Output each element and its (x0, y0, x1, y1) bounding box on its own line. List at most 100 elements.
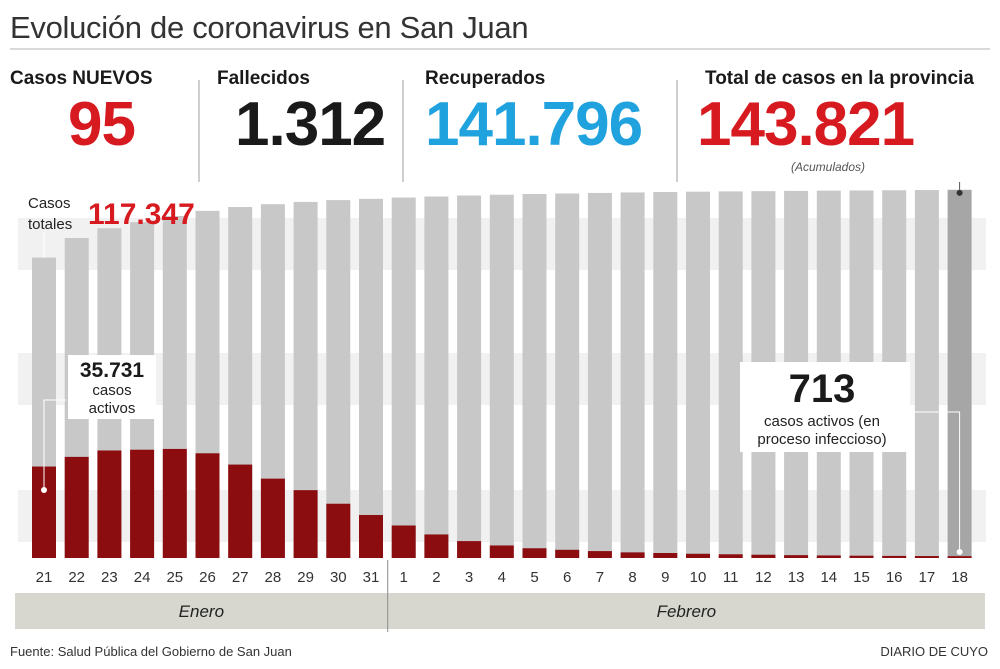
x-tick-label: 23 (101, 569, 118, 586)
bar-active (686, 553, 710, 558)
stat-total-label: Total de casos en la provincia (705, 68, 974, 89)
bar-active (64, 456, 89, 558)
x-tick-label: 16 (886, 569, 903, 586)
x-tick-label: 12 (755, 569, 772, 586)
bar-active (751, 554, 776, 558)
annotation-totales-value: 117.347 (88, 198, 195, 231)
bar-active (882, 555, 907, 558)
stat-fallecidos-value: 1.312 (235, 90, 386, 159)
x-tick-label: 5 (530, 569, 538, 586)
stat-divider (676, 80, 678, 182)
x-tick-label: 17 (919, 569, 936, 586)
x-tick-label: 29 (297, 569, 314, 586)
bar-active (522, 548, 547, 558)
annotation-activos-end-label: proceso infeccioso) (757, 431, 886, 448)
annotation-activos-start-label: activos (89, 400, 136, 417)
bar-active (97, 450, 122, 558)
month-band (15, 593, 985, 629)
page-title: Evolución de coronavirus en San Juan (10, 8, 990, 50)
stat-fallecidos: Fallecidos 1.312 (217, 68, 386, 160)
x-tick-label: 6 (563, 569, 571, 586)
x-tick-label: 14 (820, 569, 837, 586)
stat-divider (198, 80, 200, 182)
bar-active (784, 555, 809, 558)
bar-active (424, 534, 449, 558)
annotation-dot (956, 549, 963, 555)
stat-nuevos-value: 95 (68, 90, 136, 159)
x-tick-label: 24 (134, 569, 151, 586)
stat-total-value: 143.821 (697, 90, 915, 159)
bar-active (653, 553, 678, 558)
x-tick-label: 25 (166, 569, 183, 586)
x-tick-label: 27 (232, 569, 249, 586)
x-tick-label: 21 (36, 569, 53, 586)
bar-total (718, 191, 743, 558)
x-tick-label: 4 (498, 569, 506, 586)
x-tick-label: 2 (432, 569, 440, 586)
bar-active (718, 554, 743, 558)
x-tick-label: 9 (661, 569, 669, 586)
stat-recuperados: Recuperados 141.796 (425, 68, 643, 160)
bar-total (489, 194, 514, 558)
stat-total: Total de casos en la provincia 143.821 (… (697, 68, 974, 174)
bar-total (522, 193, 547, 558)
footer-brand: DIARIO DE CUYO (880, 644, 988, 659)
x-tick-label: 1 (400, 569, 408, 586)
annotation-totales-label: Casos (28, 195, 71, 212)
bar-active (816, 555, 841, 558)
x-tick-label: 28 (265, 569, 282, 586)
bar-total (914, 190, 939, 558)
month-label-enero: Enero (179, 602, 224, 621)
bar-active (293, 490, 318, 558)
x-tick-label: 13 (788, 569, 805, 586)
x-tick-label: 8 (628, 569, 636, 586)
bar-active (359, 514, 383, 558)
bar-active (489, 545, 514, 558)
stat-total-note: (Acumulados) (790, 160, 865, 174)
bar-active (947, 556, 972, 558)
x-tick-label: 26 (199, 569, 216, 586)
bar-total (653, 192, 678, 558)
annotation-activos-end-label: casos activos (en (764, 413, 880, 430)
stat-fallecidos-label: Fallecidos (217, 68, 310, 89)
x-tick-label: 18 (951, 569, 968, 586)
annotation-activos-start-value: 35.731 (80, 359, 145, 382)
bar-total (424, 196, 449, 558)
bar-total (686, 191, 710, 558)
bar-active (130, 449, 155, 558)
annotation-box (740, 362, 910, 452)
annotation-leader (912, 411, 961, 552)
x-tick-label: 10 (690, 569, 707, 586)
bar-total (391, 197, 416, 558)
bar-active (260, 478, 285, 558)
bar-total (555, 193, 580, 558)
bar-total (457, 195, 482, 558)
annotation-box (68, 355, 156, 419)
bar-active (457, 541, 482, 558)
stat-nuevos: Casos NUEVOS 95 (10, 68, 153, 160)
annotation-activos-start-label: casos (92, 382, 131, 399)
bar-active (620, 552, 645, 558)
x-tick-label: 7 (596, 569, 604, 586)
bar-total (620, 192, 645, 558)
annotation-activos-end-value: 713 (789, 367, 856, 411)
bar-total (359, 198, 383, 558)
bar-active (914, 556, 939, 558)
bar-active (326, 503, 351, 558)
x-tick-label: 11 (723, 569, 739, 586)
x-tick-label: 3 (465, 569, 473, 586)
bar-active (849, 555, 874, 558)
bar-active (195, 453, 220, 558)
stat-nuevos-label: Casos NUEVOS (10, 68, 153, 89)
bar-active (391, 525, 416, 558)
bar-active (587, 551, 612, 558)
month-label-febrero: Febrero (657, 602, 717, 621)
stat-recuperados-label: Recuperados (425, 68, 546, 89)
x-tick-label: 31 (363, 569, 380, 586)
x-tick-label: 15 (853, 569, 870, 586)
x-tick-label: 30 (330, 569, 347, 586)
bar-total (587, 192, 612, 558)
stat-divider (402, 80, 404, 182)
annotation-totales-label: totales (28, 216, 72, 233)
